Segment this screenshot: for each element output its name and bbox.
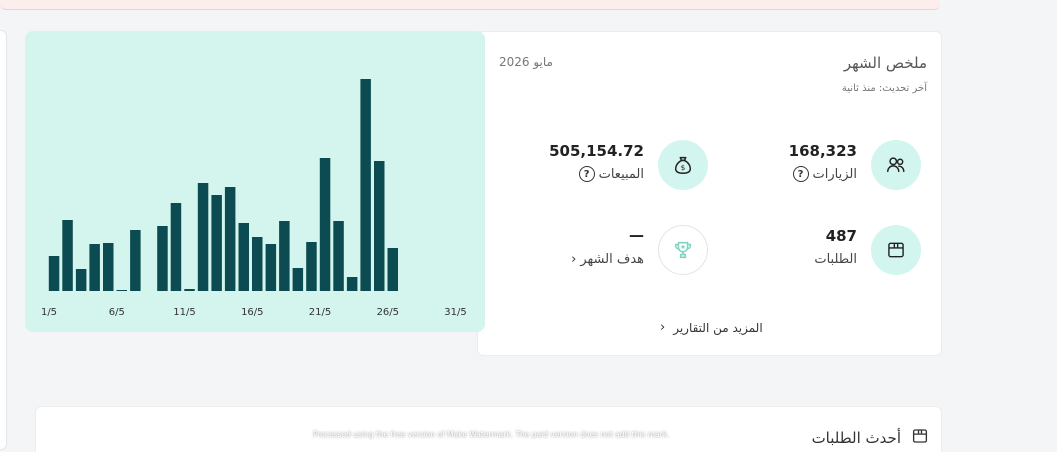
chart-bar-day-20[interactable] xyxy=(306,242,317,291)
side-panel-edge xyxy=(0,30,7,450)
month-label: مايو 2026 xyxy=(499,55,553,69)
card-title: ملخص الشهر xyxy=(843,54,927,72)
orders-label-text: الطلبات xyxy=(814,252,857,267)
chart-bar-day-21[interactable] xyxy=(319,158,331,291)
chart-bar-day-3[interactable] xyxy=(75,269,87,291)
chart-bar-day-4[interactable] xyxy=(89,244,100,291)
chart-bar-day-15[interactable] xyxy=(238,223,250,291)
goal-value: — xyxy=(629,226,644,244)
chart-bar-day-16[interactable] xyxy=(252,237,263,291)
chart-bar-day-26[interactable] xyxy=(387,248,399,291)
month-summary-card: ملخص الشهر آخر تحديث: منذ ثانية مايو 202… xyxy=(477,31,942,356)
more-reports-link[interactable]: المزيد من التقارير ‹ xyxy=(660,320,763,335)
goal-label: هدف الشهر xyxy=(580,252,644,267)
goal-link[interactable]: هدف الشهر ‹ xyxy=(571,252,644,267)
users-icon xyxy=(871,140,921,190)
box-icon xyxy=(871,225,921,275)
x-tick-label: 6/5 xyxy=(109,307,125,318)
visits-help-icon[interactable]: ? xyxy=(792,166,809,182)
chart-bar-day-11[interactable] xyxy=(184,289,195,291)
trophy-icon xyxy=(658,225,708,275)
chart-bar-day-22[interactable] xyxy=(333,221,344,291)
visits-label: الزيارات xyxy=(812,166,857,182)
latest-orders-title: أحدث الطلبات xyxy=(811,429,901,447)
chart-bar-day-14[interactable] xyxy=(224,187,236,291)
watermark-notice: Processed using the free version of Make… xyxy=(313,430,670,439)
x-tick-label: 21/5 xyxy=(309,307,331,318)
chart-bar-day-9[interactable] xyxy=(157,226,168,291)
money-bag-icon: $ xyxy=(658,140,708,190)
chart-bar-day-19[interactable] xyxy=(292,268,304,291)
chart-bar-day-25[interactable] xyxy=(374,161,385,291)
chart-bar-day-18[interactable] xyxy=(279,221,290,291)
chart-bar-day-6[interactable] xyxy=(116,290,128,291)
box-icon xyxy=(911,427,929,449)
chart-bar-day-5[interactable] xyxy=(103,243,114,291)
chart-bar-day-13[interactable] xyxy=(211,195,222,291)
orders-value: 487 xyxy=(825,227,857,245)
chart-bar-day-1[interactable] xyxy=(48,256,60,291)
last-updated: آخر تحديث: منذ ثانية xyxy=(841,83,927,94)
latest-orders-card: أحدث الطلبات xyxy=(35,406,942,452)
orders-label: الطلبات xyxy=(814,252,857,267)
chart-bar-day-12[interactable] xyxy=(197,183,209,291)
chart-bar-day-23[interactable] xyxy=(346,277,358,291)
x-tick-label: 31/5 xyxy=(444,307,466,318)
sales-help-icon[interactable]: ? xyxy=(578,166,595,182)
chart-bar-day-17[interactable] xyxy=(265,244,277,291)
chart-bar-day-24[interactable] xyxy=(360,79,371,291)
daily-chart: 1/5 6/5 11/5 16/5 21/5 26/5 31/5 xyxy=(25,31,485,332)
sales-value: 505,154.72 xyxy=(549,142,644,160)
x-tick-label: 11/5 xyxy=(173,307,195,318)
x-tick-label: 26/5 xyxy=(377,307,399,318)
visits-value: 168,323 xyxy=(788,142,857,160)
sales-label: المبيعات xyxy=(598,166,644,182)
visits-label-row: الزيارات ? xyxy=(792,166,857,182)
more-reports-label: المزيد من التقارير xyxy=(673,320,763,335)
sales-label-row: المبيعات ? xyxy=(578,166,644,182)
bar-chart: 1/5 6/5 11/5 16/5 21/5 26/5 31/5 xyxy=(41,79,467,318)
alert-banner xyxy=(0,0,940,10)
chart-bar-day-2[interactable] xyxy=(62,220,73,291)
chevron-left-icon: ‹ xyxy=(660,320,666,335)
chevron-left-icon: ‹ xyxy=(571,252,577,267)
svg-text:$: $ xyxy=(681,163,686,172)
latest-orders-header: أحدث الطلبات xyxy=(812,427,929,449)
x-tick-label: 1/5 xyxy=(41,307,57,318)
chart-bar-day-7[interactable] xyxy=(130,230,141,291)
chart-bar-day-10[interactable] xyxy=(170,203,182,291)
x-tick-label: 16/5 xyxy=(241,307,263,318)
